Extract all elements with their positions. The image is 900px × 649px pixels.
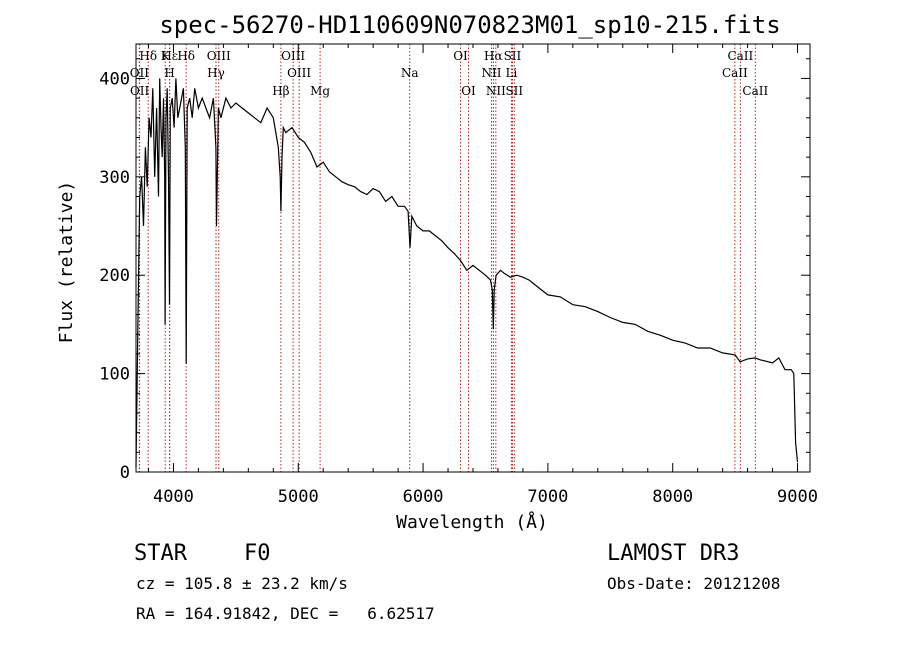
x-tick-label: 4000: [153, 487, 194, 507]
marker-label: Hδ: [139, 49, 157, 63]
marker-label: SII: [504, 49, 522, 63]
marker-label: Hα: [484, 49, 503, 63]
marker-label: OIII: [207, 49, 231, 63]
marker-label: Hγ: [207, 66, 225, 80]
marker-label: NII: [481, 66, 501, 80]
marker-label: SII: [505, 84, 523, 98]
marker-label: OII: [130, 84, 150, 98]
coordinates: RA = 164.91842, DEC = 6.62517: [136, 604, 435, 623]
x-tick-label: 6000: [403, 487, 444, 507]
x-axis-label: Wavelength (Å): [396, 511, 548, 533]
y-tick-label: 0: [120, 463, 130, 483]
marker-label: Hδ: [177, 49, 195, 63]
marker-label: OI: [453, 49, 468, 63]
object-class: STAR: [134, 541, 188, 566]
y-tick-label: 300: [99, 168, 130, 188]
object-subclass: F0: [244, 541, 271, 566]
marker-label: OII: [130, 66, 150, 80]
y-axis-ticks: 0 100 200 300 400: [99, 58, 810, 483]
x-tick-label: 7000: [527, 487, 568, 507]
redshift-text: cz = 105.8 ± 23.2 km/s: [136, 574, 348, 593]
marker-label: NII: [486, 84, 506, 98]
marker-label: CaII: [722, 66, 748, 80]
chart-title: spec-56270-HD110609N070823M01_sp10-215.f…: [159, 11, 780, 39]
marker-label: CaII: [742, 84, 768, 98]
marker-label: K: [161, 49, 171, 63]
obs-date: Obs-Date: 20121208: [607, 574, 780, 593]
y-tick-label: 200: [99, 266, 130, 286]
marker-label: Mg: [310, 84, 330, 98]
x-tick-label: 5000: [278, 487, 319, 507]
x-axis-ticks: 4000 5000 6000 7000 8000 9000: [147, 44, 818, 507]
y-tick-label: 400: [99, 69, 130, 89]
x-tick-label: 9000: [777, 487, 818, 507]
marker-label: Na: [401, 66, 419, 80]
marker-label: Li: [506, 66, 518, 80]
y-axis-label: Flux (relative): [56, 181, 77, 344]
survey-name: LAMOST DR3: [607, 541, 739, 566]
marker-label: H: [164, 66, 174, 80]
marker-label: OIII: [287, 66, 311, 80]
marker-label: CaII: [727, 49, 753, 63]
marker-label: OIII: [281, 49, 305, 63]
marker-label: Hβ: [272, 84, 289, 98]
plot-frame: [135, 43, 811, 473]
x-tick-label: 8000: [652, 487, 693, 507]
spectral-line-markers: [138, 44, 756, 472]
marker-label: Hε: [161, 49, 178, 63]
flux-series-line: [135, 78, 799, 468]
marker-label: OI: [461, 84, 476, 98]
y-tick-label: 100: [99, 365, 130, 385]
